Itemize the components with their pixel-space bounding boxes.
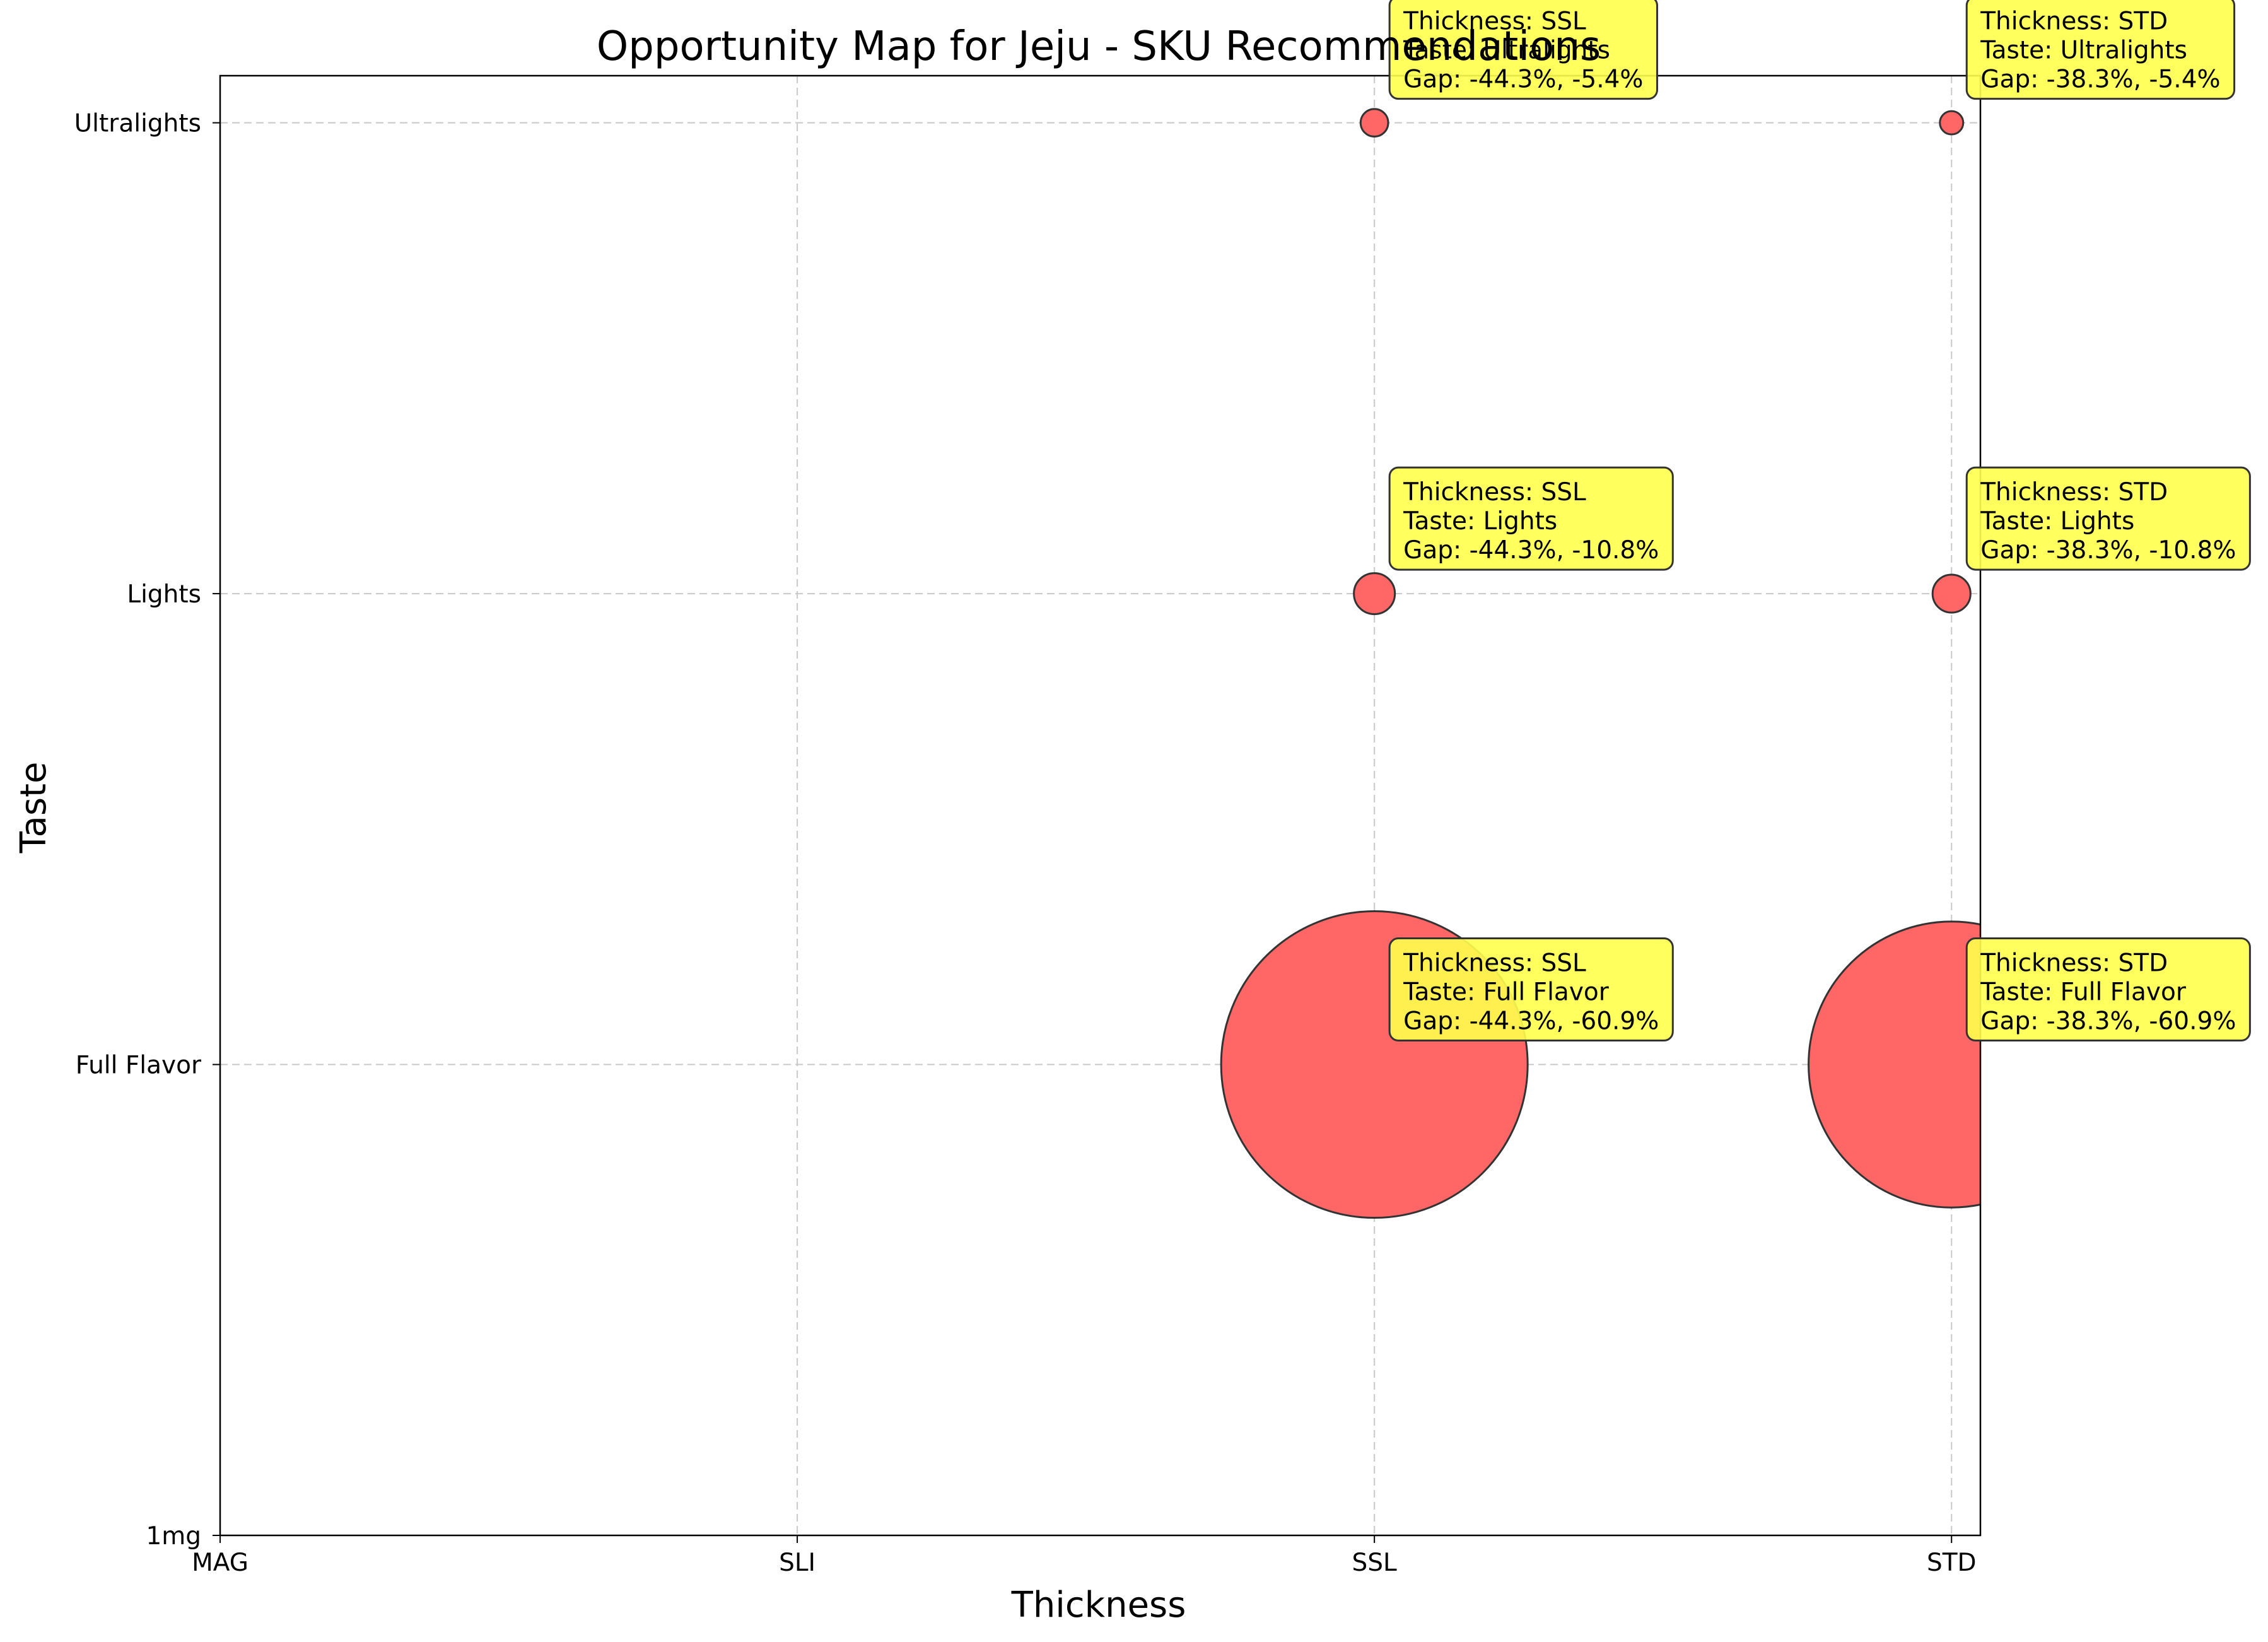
annotation-background <box>1388 466 1674 571</box>
annotation-text: Gap: -38.3%, -60.9% <box>1980 1007 2236 1036</box>
x-axis-label: Thickness <box>1011 1585 1186 1626</box>
bubble-std-lights <box>1931 573 1972 614</box>
annotation-text: Gap: -44.3%, -10.8% <box>1403 536 1659 565</box>
annotation-text: Taste: Full Flavor <box>1980 978 2187 1007</box>
x-tick-label: SSL <box>1352 1549 1398 1577</box>
annotation-text: Taste: Full Flavor <box>1403 978 1610 1007</box>
bubble-std-ultralights <box>1939 110 1965 136</box>
bubble-ssl-lights <box>1353 572 1396 616</box>
annotation-text: Gap: -44.3%, -5.4% <box>1403 66 1643 94</box>
annotation-background <box>1965 0 2236 100</box>
annotation-text: Taste: Ultralights <box>1403 37 1610 65</box>
annotation-background <box>1965 937 2251 1042</box>
annotation-text: Gap: -38.3%, -5.4% <box>1980 66 2220 94</box>
plot-frame <box>219 74 1982 1537</box>
annotation-text: Taste: Lights <box>1403 507 1557 536</box>
chart-title: Opportunity Map for Jeju - SKU Recommend… <box>597 23 1601 70</box>
annotation-text: Thickness: SSL <box>1403 949 1586 978</box>
y-tick-label: Lights <box>127 580 201 609</box>
annotation-background <box>1388 937 1674 1042</box>
annotation-text: Thickness: SSL <box>1403 478 1586 507</box>
annotation-background <box>1965 466 2251 571</box>
annotation-text: Gap: -38.3%, -10.8% <box>1980 536 2236 565</box>
tick-labels: MAG SLI SSL STD 1mg Full Flavor Lights Ultralig… <box>74 110 1977 1577</box>
x-tick-label: MAG <box>192 1549 248 1577</box>
x-tick-label: STD <box>1927 1549 1977 1577</box>
axes <box>213 74 1982 1543</box>
y-axis-label: Taste <box>13 762 54 854</box>
y-tick-label: Ultralights <box>74 110 201 138</box>
annotation-text: Thickness: SSL <box>1403 8 1586 36</box>
annotation-text: Gap: -44.3%, -60.9% <box>1403 1007 1659 1036</box>
bubble-ssl-ultralights <box>1359 108 1389 138</box>
y-tick-label: 1mg <box>146 1522 201 1551</box>
annotation-text: Thickness: STD <box>1980 478 2168 507</box>
annotation-background <box>1388 0 1658 100</box>
annotation-text: Taste: Lights <box>1980 507 2134 536</box>
annotation-text: Taste: Ultralights <box>1980 37 2187 65</box>
annotation-text: Thickness: STD <box>1980 949 2168 978</box>
x-tick-label: SLI <box>779 1549 815 1577</box>
annotation-text: Thickness: STD <box>1980 8 2168 36</box>
y-tick-label: Full Flavor <box>76 1052 202 1080</box>
bubble-std-full-flavor <box>1808 920 1980 1209</box>
